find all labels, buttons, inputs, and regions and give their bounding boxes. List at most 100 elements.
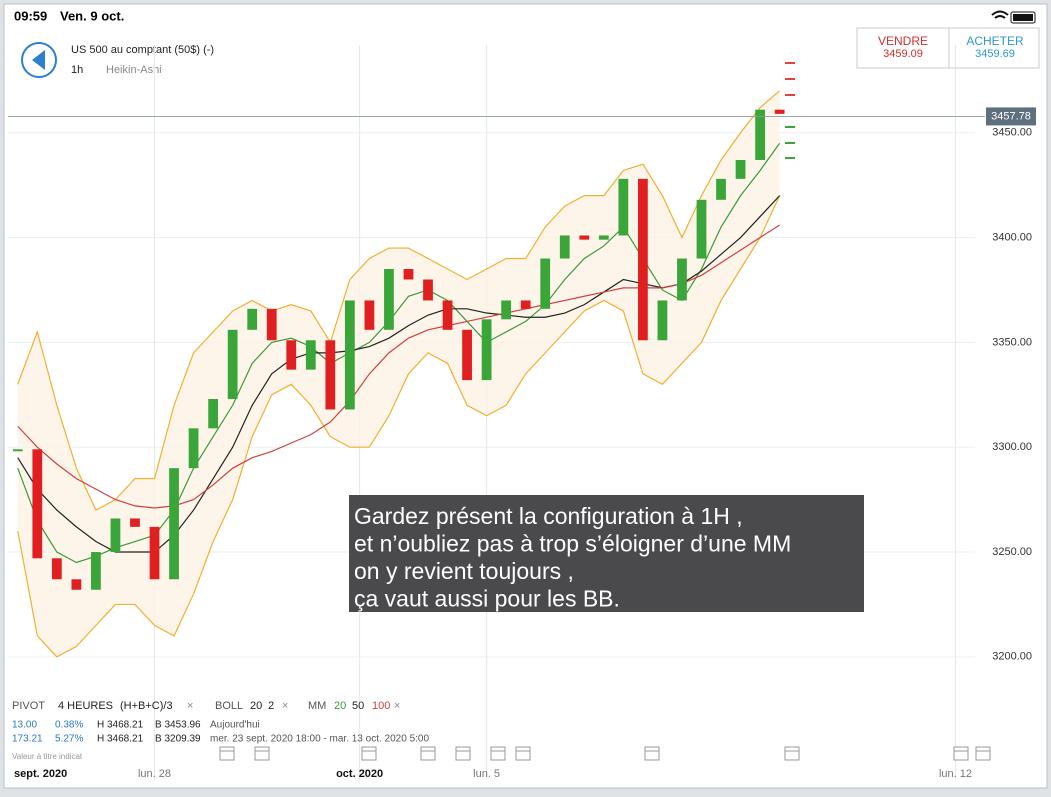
disclaimer: Valeur à titre indicat xyxy=(12,752,83,761)
y-tick-label: 3400.00 xyxy=(992,231,1032,243)
candle xyxy=(305,340,316,370)
pivot-formula: (H+B+C)/3 xyxy=(120,700,173,712)
candle xyxy=(657,300,668,341)
buy-price[interactable]: 3459.69 xyxy=(975,48,1015,60)
chart-style[interactable]: Heikin-Ashi xyxy=(106,64,162,76)
candle xyxy=(735,159,746,179)
candle xyxy=(149,526,160,580)
x-tick-label: sept. 2020 xyxy=(14,768,67,780)
indicator-bar: PIVOT 4 HEURES (H+B+C)/3 × BOLL 20 2 × M… xyxy=(12,700,400,712)
frame xyxy=(3,3,1048,789)
timeframe[interactable]: 1h xyxy=(71,64,83,76)
pivot-value: 173.21 xyxy=(12,734,43,745)
candle xyxy=(716,178,726,200)
calendar-icon xyxy=(490,746,506,761)
mm-name: MM xyxy=(308,700,326,712)
candle xyxy=(520,300,531,309)
annotation-text: on y revient toujours , xyxy=(354,558,574,584)
instrument: US 500 au comptant (50$) (-) xyxy=(71,44,214,56)
pivot-name: PIVOT xyxy=(12,700,45,712)
candle xyxy=(579,235,590,240)
x-tick-label: lun. 28 xyxy=(138,768,171,780)
annotation-text: Gardez présent la configuration à 1H , xyxy=(354,503,743,529)
back-arrow xyxy=(32,50,45,70)
y-tick-label: 3350.00 xyxy=(992,336,1032,348)
boll-deviation: 2 xyxy=(268,700,274,712)
annotation-box xyxy=(349,495,864,612)
indicator-rows: 13.00 0.38% H 3468.21 B 3453.96 Aujourd'… xyxy=(12,720,429,761)
indicator-line xyxy=(17,224,780,509)
pivot-range: mer. 23 sept. 2020 18:00 - mar. 13 oct. … xyxy=(210,734,429,745)
candle xyxy=(442,300,453,330)
calendar-icon xyxy=(420,746,436,761)
x-tick-label: lun. 5 xyxy=(473,768,500,780)
indicator-line xyxy=(17,142,781,564)
y-tick-label: 3250.00 xyxy=(992,546,1032,558)
close-mm[interactable]: × xyxy=(394,700,400,712)
candle xyxy=(638,178,648,341)
pivot-percent: 0.38% xyxy=(55,720,83,731)
indicator-line xyxy=(17,195,781,553)
pivot-high: H 3468.21 xyxy=(97,734,144,745)
candle xyxy=(755,109,765,160)
status-date: Ven. 9 oct. xyxy=(60,8,124,23)
calendar-icon xyxy=(515,746,531,761)
calendar-icon xyxy=(219,746,235,761)
current-price-tag xyxy=(986,107,1036,126)
pivot-period: 4 HEURES xyxy=(58,700,113,712)
candle xyxy=(325,340,336,410)
calendar-icons xyxy=(219,746,991,761)
sell-label[interactable]: VENDRE xyxy=(878,34,928,48)
status-time: 09:59 xyxy=(14,8,47,23)
calendar-icon xyxy=(455,746,471,761)
close-pivot[interactable]: × xyxy=(187,700,193,712)
indicator-line xyxy=(17,90,781,511)
candle xyxy=(677,258,687,301)
candle xyxy=(462,329,472,381)
mm-period: 20 xyxy=(334,700,346,712)
candle xyxy=(110,518,121,553)
battery xyxy=(1010,11,1036,24)
candle xyxy=(384,269,394,330)
bollinger-fill xyxy=(17,90,780,657)
close-boll[interactable]: × xyxy=(282,700,288,712)
pivot-low: B 3209.39 xyxy=(155,734,201,745)
candle xyxy=(12,449,23,452)
indicator-line xyxy=(17,195,781,658)
calendar-icon xyxy=(784,746,800,761)
candle xyxy=(247,308,258,330)
y-tick-label: 3300.00 xyxy=(992,441,1032,453)
calendar-icon xyxy=(254,746,270,761)
candle xyxy=(696,199,707,259)
candle xyxy=(91,552,101,590)
candle xyxy=(403,269,414,280)
candle xyxy=(423,279,433,301)
candle xyxy=(169,468,179,580)
y-tick-label: 3200.00 xyxy=(992,651,1032,663)
plot: 3200.00 3250.00 3300.00 3350.00 3400.00 3450.… xyxy=(8,45,1036,780)
pivot-percent: 5.27% xyxy=(55,734,83,745)
candle xyxy=(344,300,355,410)
pivot-low: B 3453.96 xyxy=(155,720,201,731)
calendar-icon xyxy=(975,746,991,761)
candle xyxy=(559,235,570,259)
calendar-icon xyxy=(644,746,660,761)
pivot-range: Aujourd'hui xyxy=(210,720,260,731)
mm-period: 100 xyxy=(372,700,390,712)
buy-label[interactable]: ACHETER xyxy=(966,34,1024,48)
candle xyxy=(598,235,609,240)
candle xyxy=(481,319,492,381)
x-tick-label: lun. 12 xyxy=(939,768,972,780)
candle xyxy=(208,398,219,429)
mm-period: 50 xyxy=(352,700,364,712)
pivot-high: H 3468.21 xyxy=(97,720,144,731)
current-price-label: 3457.78 xyxy=(991,110,1031,122)
sell-price[interactable]: 3459.09 xyxy=(883,48,923,60)
candle xyxy=(266,308,277,341)
wifi-icon xyxy=(991,10,1009,19)
boll-name: BOLL xyxy=(215,700,243,712)
battery-level xyxy=(1013,14,1033,21)
candle xyxy=(501,300,512,320)
